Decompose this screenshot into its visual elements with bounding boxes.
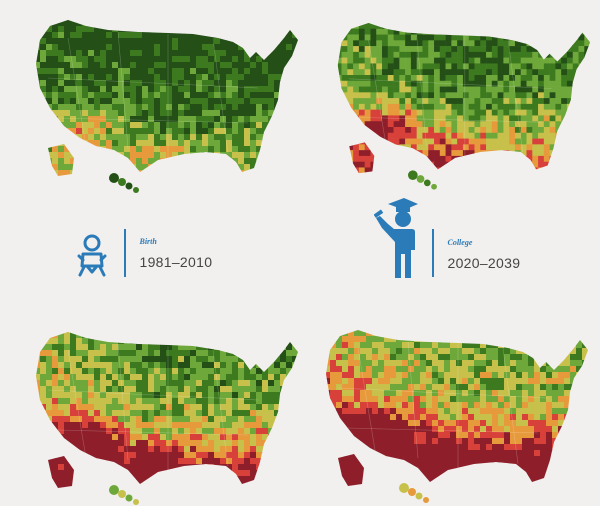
hawaii-island — [408, 488, 416, 496]
heat-cells — [28, 320, 300, 506]
hawaii-island — [416, 493, 423, 500]
hawaii-island — [417, 175, 425, 183]
years-label: 1981–2010 — [140, 254, 213, 270]
hawaii-island — [118, 178, 126, 186]
caption-birth: Birth 1981–2010 — [74, 228, 212, 278]
hawaii-island — [399, 483, 409, 493]
hawaii-island — [133, 187, 139, 193]
hawaii-island — [118, 490, 126, 498]
hawaii-island — [133, 499, 139, 505]
heat-cells — [330, 11, 592, 190]
years-label: 2020–2039 — [448, 255, 521, 271]
hawaii-island — [109, 485, 119, 495]
hawaii-island — [424, 180, 431, 187]
stage-label: Birth — [140, 237, 213, 246]
hawaii-island — [408, 170, 418, 180]
heat-cells — [318, 318, 590, 504]
caption-divider — [124, 229, 126, 277]
baby-icon — [74, 228, 110, 278]
caption-college: College 2020–2039 — [374, 196, 520, 280]
map-college — [330, 8, 592, 194]
hawaii-island — [126, 183, 133, 190]
stage-label: College — [448, 238, 521, 247]
graduate-icon — [374, 196, 418, 280]
hawaii-island — [126, 495, 133, 502]
hawaii-island — [431, 184, 437, 190]
map-birth — [28, 8, 300, 194]
hawaii-island — [109, 173, 119, 183]
map-stage-4 — [318, 318, 590, 504]
hawaii-island — [423, 497, 429, 503]
heat-cells — [28, 8, 300, 194]
caption-divider — [432, 229, 434, 277]
map-stage-3 — [28, 320, 300, 506]
